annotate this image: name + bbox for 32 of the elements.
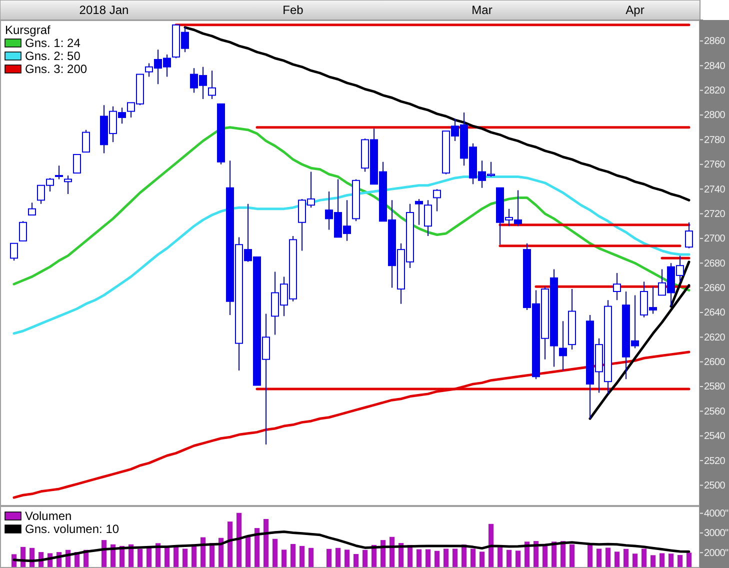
legend-label: Gns. 3: 200 xyxy=(25,62,88,76)
legend-label: Volumen xyxy=(25,509,72,523)
y-tick-label: 2720 xyxy=(704,208,726,220)
y-tick-label: 2660 xyxy=(704,283,726,294)
y-tick-label: 2860 xyxy=(704,36,726,48)
y-tick-label: 2840 xyxy=(704,60,726,72)
y-tick-label: 2780 xyxy=(704,134,726,146)
y-tick-label: 2500 xyxy=(704,480,726,492)
y-tick-label: 3000" xyxy=(704,528,729,540)
y-tick-label: 2680 xyxy=(704,258,726,270)
legend-label: Gns. 2: 50 xyxy=(25,49,81,63)
x-tick-label: 2018 Jan xyxy=(79,3,129,17)
y-tick-label: 2000" xyxy=(704,548,729,559)
legend-label: Gns. volumen: 10 xyxy=(25,522,120,536)
y-tick-label: 2540 xyxy=(704,431,726,442)
x-tick-label: Apr xyxy=(626,3,644,17)
y-tick-label: 4000" xyxy=(704,508,729,520)
legend-title: Kursgraf xyxy=(5,23,52,37)
y-tick-label: 2580 xyxy=(704,382,726,393)
y-tick-label: 2740 xyxy=(704,184,726,196)
y-tick-label: 2640 xyxy=(704,308,726,319)
y-tick-label: 2620 xyxy=(704,332,726,344)
y-tick-label: 2560 xyxy=(704,406,726,418)
y-tick-label: 2820 xyxy=(704,86,726,97)
x-tick-label: Mar xyxy=(472,3,492,17)
y-tick-label: 2600 xyxy=(704,357,726,368)
y-tick-label: 2700 xyxy=(704,234,726,245)
y-tick-label: 2760 xyxy=(704,160,726,171)
x-tick-label: Feb xyxy=(282,3,304,17)
y-tick-label: 2520 xyxy=(704,456,726,467)
legend-label: Gns. 1: 24 xyxy=(25,36,81,50)
y-tick-label: 2800 xyxy=(704,110,726,122)
